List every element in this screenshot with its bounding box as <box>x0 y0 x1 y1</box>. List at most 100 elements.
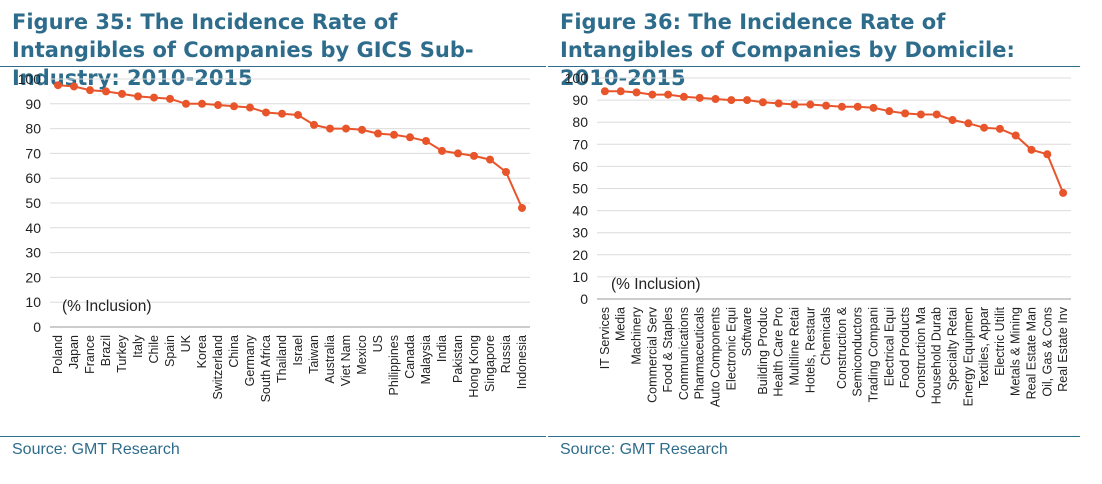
x-tick-label: Italy <box>131 334 145 358</box>
x-tick-label: Singapore <box>483 335 497 392</box>
data-point <box>869 103 878 112</box>
figure-35-title-rule <box>0 66 546 67</box>
data-point <box>358 125 366 134</box>
x-tick-label: Real Estate Inv <box>1056 306 1070 392</box>
chart-annotation: (% Inclusion) <box>611 276 701 293</box>
x-tick-label: India <box>435 335 449 362</box>
x-tick-label: Switzerland <box>211 335 225 400</box>
x-tick-label: Auto Components <box>709 307 723 407</box>
chart-annotation: (% Inclusion) <box>62 298 152 315</box>
data-point <box>695 93 704 102</box>
x-tick-label: Hong Kong <box>467 335 481 398</box>
y-tick-label: 10 <box>572 269 588 285</box>
y-tick-label: 40 <box>572 203 588 219</box>
x-tick-label: US <box>371 335 385 352</box>
x-tick-label: Australia <box>323 335 337 384</box>
x-tick-label: Health Care Pro <box>772 307 786 397</box>
data-point <box>246 103 254 112</box>
y-tick-label: 30 <box>25 245 41 261</box>
figure-36-source: Source: GMT Research <box>560 441 728 458</box>
data-point <box>664 90 673 99</box>
data-point <box>438 146 446 155</box>
data-point <box>758 98 767 107</box>
y-tick-label: 80 <box>572 114 588 130</box>
x-tick-label: Software <box>740 307 754 356</box>
x-tick-label: Building Produc <box>756 307 770 395</box>
x-tick-label: Machinery <box>630 306 644 364</box>
x-tick-label: Energy Equipmen <box>961 307 975 406</box>
x-tick-label: France <box>83 335 97 374</box>
data-point <box>901 109 910 118</box>
y-tick-label: 40 <box>25 220 41 236</box>
data-point <box>916 110 925 119</box>
data-point <box>964 119 973 128</box>
data-point <box>86 86 94 95</box>
x-tick-label: Electric Utilit <box>993 306 1007 375</box>
data-point <box>790 100 799 109</box>
x-tick-label: Construction & <box>835 306 849 389</box>
x-tick-label: Hotels, Restaur <box>803 307 817 393</box>
y-tick-label: 10 <box>25 294 41 310</box>
data-point <box>390 130 398 139</box>
x-tick-label: Construction Ma <box>914 307 928 398</box>
data-point <box>822 101 831 110</box>
x-tick-label: Japan <box>67 335 81 369</box>
data-point <box>54 81 62 90</box>
data-point <box>166 94 174 103</box>
figure-36-panel: Figure 36: The Incidence Rate of Intangi… <box>548 0 1080 484</box>
data-point <box>1011 131 1020 140</box>
data-point <box>470 151 478 160</box>
data-point <box>342 124 350 133</box>
figure-35-chart: 0 10 20 30 40 50 60 70 80 90 100 (% Inclusion) Polan… <box>18 71 530 402</box>
data-point <box>995 124 1004 133</box>
x-tick-label: Brazil <box>99 335 113 366</box>
data-point <box>711 94 720 103</box>
data-point <box>837 102 846 111</box>
y-tick-label: 70 <box>572 136 588 152</box>
data-point <box>214 101 222 110</box>
data-point <box>326 124 334 133</box>
x-tick-label: Germany <box>243 334 257 386</box>
y-tick-label: 70 <box>25 145 41 161</box>
y-tick-label: 0 <box>33 319 41 335</box>
y-tick-label: 0 <box>580 291 588 307</box>
x-tick-label: UK <box>179 334 193 352</box>
data-point <box>727 96 736 105</box>
x-tick-label: Communications <box>677 307 691 400</box>
data-point <box>774 99 783 108</box>
y-tick-label: 90 <box>572 92 588 108</box>
x-tick-label: Media <box>614 307 628 341</box>
figure-36-source-rule <box>548 436 1080 437</box>
x-tick-label: Metals & Mining <box>1009 307 1023 396</box>
data-point <box>406 133 414 142</box>
x-tick-label: Thailand <box>275 335 289 383</box>
x-tick-label: China <box>227 335 241 368</box>
x-tick-label: Pharmaceuticals <box>693 307 707 399</box>
y-tick-label: 80 <box>25 121 41 137</box>
figure-36-chart: 0 10 20 30 40 50 60 70 80 90 100 (% Inclusion) IT Se… <box>565 70 1071 407</box>
data-point <box>518 203 526 212</box>
x-tick-label: Poland <box>51 335 65 374</box>
data-point <box>679 92 688 101</box>
x-tick-label: Electrical Equi <box>882 307 896 386</box>
data-point <box>294 110 302 119</box>
x-tick-label: Chemicals <box>819 307 833 365</box>
data-point <box>118 89 126 98</box>
data-point <box>600 87 609 96</box>
figure-35-title: Figure 35: The Incidence Rate of Intangi… <box>12 10 474 90</box>
x-tick-label: Israel <box>291 335 305 366</box>
y-tick-label: 60 <box>25 170 41 186</box>
figure-35-source: Source: GMT Research <box>12 441 180 458</box>
x-tick-label: Philippines <box>387 335 401 395</box>
x-tick-label: Mexico <box>355 335 369 375</box>
data-point <box>182 99 190 108</box>
data-point <box>454 149 462 158</box>
y-tick-label: 50 <box>572 181 588 197</box>
x-tick-label: Viet Nam <box>339 335 353 386</box>
data-point <box>150 93 158 102</box>
data-point <box>1059 188 1068 197</box>
data-point <box>134 92 142 101</box>
data-point <box>310 120 318 129</box>
data-point <box>980 123 989 132</box>
data-point <box>648 90 657 99</box>
